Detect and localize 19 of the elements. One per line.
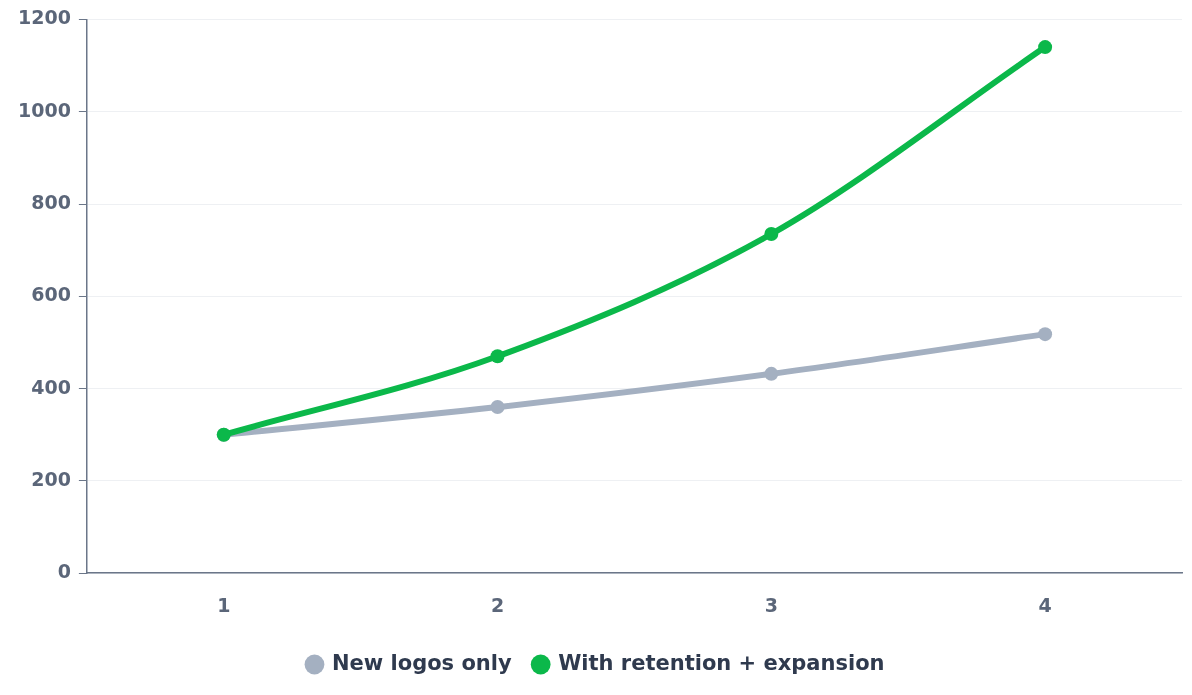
x-tick-label: 2 [490,593,505,616]
y-tick-label: 1000 [17,98,71,121]
legend-label: With retention + expansion [558,650,885,675]
legend-label: New logos only [331,650,512,675]
point [490,400,505,415]
point [1038,327,1053,342]
y-tick-label: 800 [31,190,71,213]
y-tick-label: 1200 [17,6,71,29]
point [764,227,779,241]
y-tick-label: 0 [57,560,71,583]
y-tick-label: 600 [31,283,71,306]
x-tick-label: 4 [1038,593,1052,616]
y-tick-label: 400 [31,375,71,398]
x-tick-label: 1 [217,593,231,616]
x-tick-label: 3 [764,593,778,616]
y-tick-label: 200 [31,467,71,490]
point [1038,40,1053,55]
point [764,366,779,381]
point [490,349,505,364]
